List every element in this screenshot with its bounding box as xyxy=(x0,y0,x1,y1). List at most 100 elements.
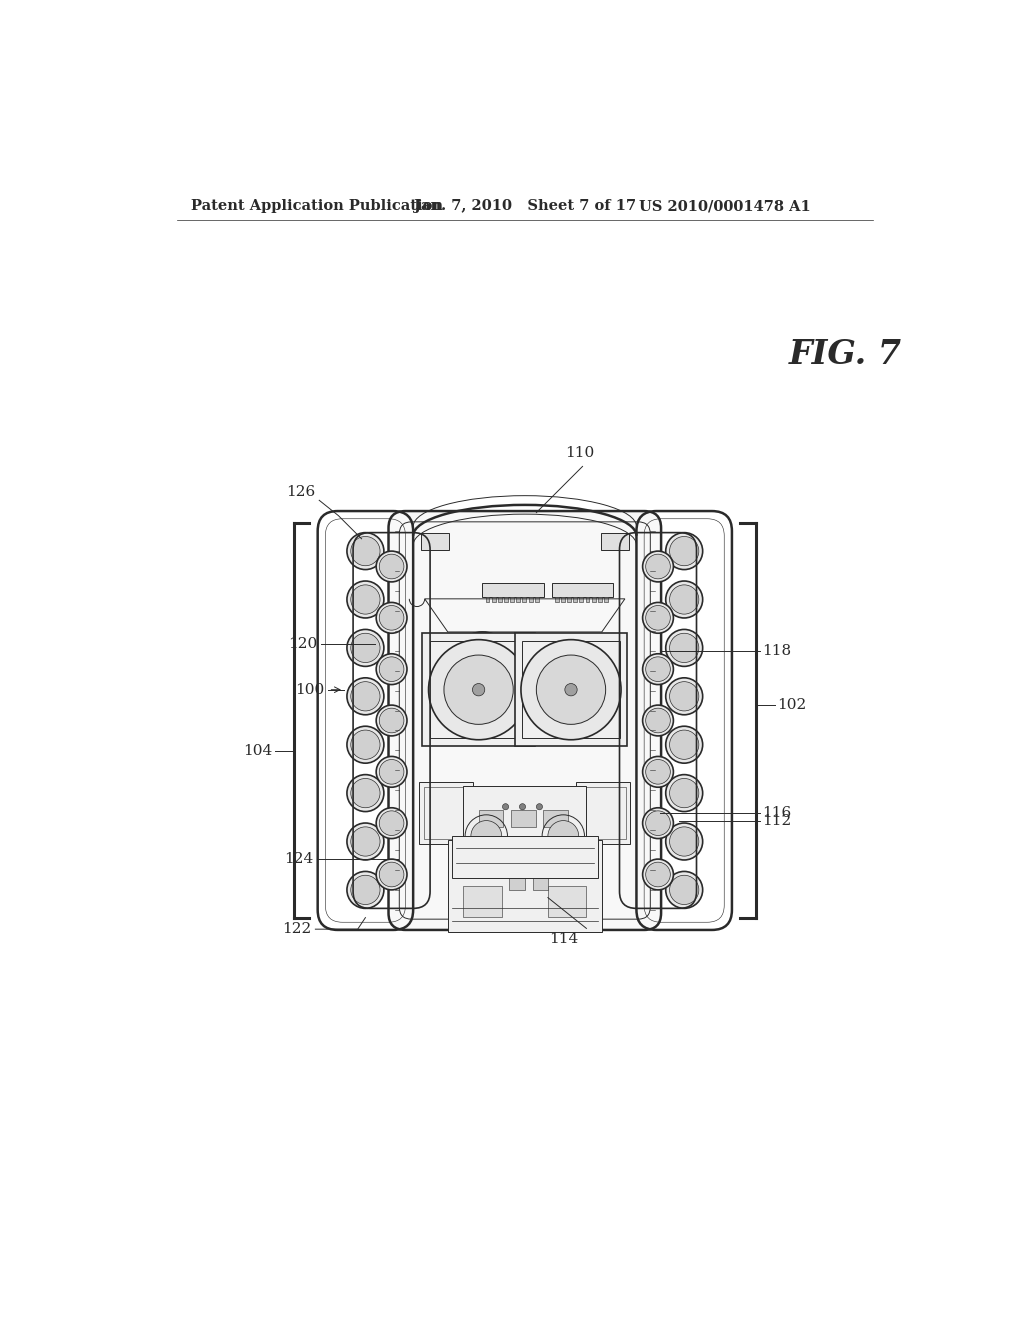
Circle shape xyxy=(589,649,599,660)
Ellipse shape xyxy=(666,871,702,908)
Bar xyxy=(604,597,608,602)
Ellipse shape xyxy=(347,581,384,618)
Ellipse shape xyxy=(347,533,384,570)
Ellipse shape xyxy=(351,779,380,808)
Ellipse shape xyxy=(379,708,403,733)
Ellipse shape xyxy=(351,681,380,711)
Ellipse shape xyxy=(376,602,407,634)
Text: 116: 116 xyxy=(762,807,792,820)
Circle shape xyxy=(548,821,579,851)
Ellipse shape xyxy=(379,810,403,836)
Ellipse shape xyxy=(351,875,380,904)
Bar xyxy=(452,836,598,878)
Bar xyxy=(581,787,626,840)
Circle shape xyxy=(472,684,484,696)
Ellipse shape xyxy=(666,775,702,812)
Text: 114: 114 xyxy=(549,932,578,946)
Ellipse shape xyxy=(643,756,674,787)
Ellipse shape xyxy=(646,810,671,836)
Ellipse shape xyxy=(646,708,671,733)
Bar xyxy=(515,634,628,746)
Circle shape xyxy=(478,659,486,667)
Ellipse shape xyxy=(347,775,384,812)
Bar xyxy=(548,886,587,917)
Ellipse shape xyxy=(666,581,702,618)
Ellipse shape xyxy=(347,871,384,908)
Circle shape xyxy=(565,684,578,696)
FancyBboxPatch shape xyxy=(388,511,662,929)
Text: 112: 112 xyxy=(762,813,792,828)
Text: 126: 126 xyxy=(286,484,315,499)
Ellipse shape xyxy=(376,859,407,890)
Ellipse shape xyxy=(670,826,698,857)
Text: 104: 104 xyxy=(243,744,272,758)
Ellipse shape xyxy=(670,536,698,566)
Ellipse shape xyxy=(379,554,403,578)
Text: Patent Application Publication: Patent Application Publication xyxy=(190,199,442,213)
Ellipse shape xyxy=(646,759,671,784)
Bar xyxy=(535,597,539,602)
Ellipse shape xyxy=(351,826,380,857)
Bar xyxy=(421,533,449,549)
Bar xyxy=(424,787,469,840)
Bar xyxy=(516,597,520,602)
Circle shape xyxy=(537,655,605,725)
Ellipse shape xyxy=(670,681,698,711)
Circle shape xyxy=(472,652,494,673)
Bar xyxy=(509,876,525,890)
Ellipse shape xyxy=(646,657,671,681)
Bar xyxy=(419,781,473,843)
Text: Jan. 7, 2010   Sheet 7 of 17: Jan. 7, 2010 Sheet 7 of 17 xyxy=(414,199,636,213)
Ellipse shape xyxy=(646,554,671,578)
Ellipse shape xyxy=(670,634,698,663)
Ellipse shape xyxy=(646,862,671,887)
Text: 122: 122 xyxy=(283,923,311,936)
Ellipse shape xyxy=(347,726,384,763)
Ellipse shape xyxy=(351,585,380,614)
Bar xyxy=(447,840,602,932)
Bar xyxy=(544,810,568,826)
Ellipse shape xyxy=(670,585,698,614)
Ellipse shape xyxy=(643,705,674,737)
Ellipse shape xyxy=(376,756,407,787)
Ellipse shape xyxy=(379,862,403,887)
Ellipse shape xyxy=(643,653,674,685)
Bar xyxy=(592,597,596,602)
Ellipse shape xyxy=(643,602,674,634)
Text: 102: 102 xyxy=(777,698,807,711)
Circle shape xyxy=(444,655,513,725)
Bar xyxy=(601,533,629,549)
Text: 110: 110 xyxy=(565,446,595,461)
Ellipse shape xyxy=(376,552,407,582)
Bar xyxy=(492,597,496,602)
Ellipse shape xyxy=(376,653,407,685)
Circle shape xyxy=(519,804,525,809)
Bar xyxy=(522,642,620,738)
Bar xyxy=(478,810,503,826)
Ellipse shape xyxy=(347,824,384,861)
Bar xyxy=(511,810,536,826)
Circle shape xyxy=(521,640,621,739)
Bar xyxy=(463,886,502,917)
Bar xyxy=(485,597,489,602)
Circle shape xyxy=(461,642,504,684)
Circle shape xyxy=(471,821,502,851)
Bar xyxy=(555,597,559,602)
Ellipse shape xyxy=(351,634,380,663)
Circle shape xyxy=(503,804,509,809)
Ellipse shape xyxy=(643,552,674,582)
Circle shape xyxy=(537,804,543,809)
Bar xyxy=(482,583,544,598)
Ellipse shape xyxy=(666,630,702,667)
Ellipse shape xyxy=(643,859,674,890)
Bar xyxy=(510,597,514,602)
Ellipse shape xyxy=(670,779,698,808)
Ellipse shape xyxy=(666,533,702,570)
Ellipse shape xyxy=(376,808,407,838)
Ellipse shape xyxy=(666,726,702,763)
Bar xyxy=(580,597,584,602)
Ellipse shape xyxy=(379,606,403,630)
Bar xyxy=(532,876,548,890)
Ellipse shape xyxy=(379,657,403,681)
Bar xyxy=(567,597,571,602)
